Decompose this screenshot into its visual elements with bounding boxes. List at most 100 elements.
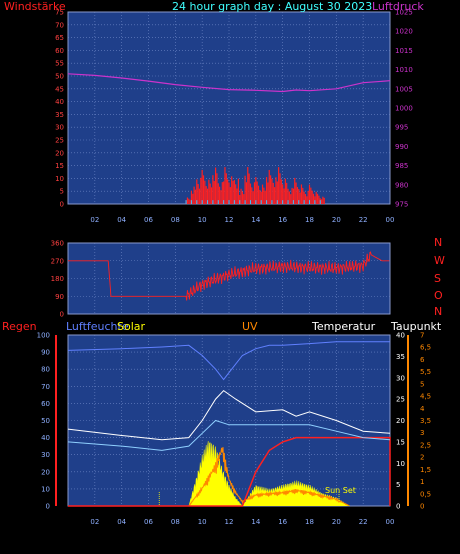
wind-tick-40: 40 [55, 98, 64, 106]
temp-tick-5: 5 [396, 481, 400, 489]
weather-xtick-12: 12 [225, 518, 234, 526]
uv-tick-1: 0,5 [420, 490, 431, 498]
compass-w: W [434, 254, 445, 267]
humidity-tick-60: 60 [41, 400, 50, 408]
humidity-tick-50: 50 [41, 417, 50, 425]
uv-tick-10: 5 [420, 380, 424, 388]
humidity-tick-100: 100 [37, 332, 50, 340]
wind-xtick-02: 02 [90, 216, 99, 224]
uv-line [188, 447, 350, 507]
wind-tick-45: 45 [55, 85, 64, 93]
uv-tick-5: 2,5 [420, 441, 431, 449]
wind-tick-75: 75 [55, 9, 64, 17]
solar-label: Solar [117, 320, 146, 333]
pressure-tick-995: 995 [395, 124, 408, 132]
wind-tick-55: 55 [55, 60, 64, 68]
pressure-tick-980: 980 [395, 181, 408, 189]
wind-tick-65: 65 [55, 34, 64, 42]
wind-tick-70: 70 [55, 21, 64, 29]
compass-s: S [434, 272, 441, 285]
humidity-tick-30: 30 [41, 451, 50, 459]
temp-tick-35: 35 [396, 353, 405, 361]
weather-xtick-02: 02 [90, 518, 99, 526]
wind-tick-0: 0 [60, 201, 64, 209]
wind-xtick-10: 10 [198, 216, 207, 224]
uv-label: UV [242, 320, 258, 333]
pressure-tick-990: 990 [395, 143, 408, 151]
temp-tick-20: 20 [396, 417, 405, 425]
weather-xtick-18: 18 [305, 518, 314, 526]
chart-title: 24 hour graph day : August 30 2023 [172, 0, 373, 13]
uv-tick-4: 2 [420, 454, 424, 462]
weather-xtick-20: 20 [332, 518, 341, 526]
temp-tick-15: 15 [396, 438, 405, 446]
luftdruck-label: Luftdruck [372, 0, 424, 13]
humidity-tick-40: 40 [41, 434, 50, 442]
wind-tick-20: 20 [55, 149, 64, 157]
uv-tick-9: 4,5 [420, 393, 431, 401]
weather-xtick-22: 22 [359, 518, 368, 526]
weather-xtick-08: 08 [171, 518, 180, 526]
wind-xtick-08: 08 [171, 216, 180, 224]
wind-xtick-12: 12 [225, 216, 234, 224]
wind-xtick-06: 06 [144, 216, 153, 224]
pressure-tick-1020: 1020 [395, 28, 413, 36]
sunset-label: Sun Set [325, 486, 356, 495]
pressure-line [67, 73, 391, 93]
uv-tick-14: 7 [420, 332, 424, 340]
temp-tick-10: 10 [396, 460, 405, 468]
wind-tick-50: 50 [55, 73, 64, 81]
dir-tick-0: 0 [60, 311, 64, 319]
pressure-tick-1025: 1025 [395, 9, 413, 17]
wind-xtick-22: 22 [359, 216, 368, 224]
windstaerke-label: Windstärke [4, 0, 66, 13]
dir-tick-360: 360 [51, 240, 64, 248]
uv-tick-2: 1 [420, 478, 424, 486]
pressure-tick-1000: 1000 [395, 105, 413, 113]
weather-xtick-14: 14 [251, 518, 260, 526]
wind-tick-25: 25 [55, 137, 64, 145]
wind-tick-30: 30 [55, 124, 64, 132]
pressure-tick-1005: 1005 [395, 85, 413, 93]
temp-tick-30: 30 [396, 374, 405, 382]
regen-label: Regen [2, 320, 37, 333]
uv-tick-6: 3 [420, 429, 424, 437]
compass-n-bottom: N [434, 305, 443, 318]
rain-line [68, 436, 391, 507]
pressure-tick-975: 975 [395, 201, 408, 209]
compass-n-top: N [434, 236, 443, 249]
temp-tick-0: 0 [396, 503, 400, 511]
weather-xtick-04: 04 [117, 518, 126, 526]
wind-tick-5: 5 [60, 188, 64, 196]
dewpoint-line [67, 419, 391, 451]
uv-tick-11: 5,5 [420, 368, 431, 376]
pressure-tick-1015: 1015 [395, 47, 413, 55]
wind-tick-35: 35 [55, 111, 64, 119]
humidity-line [67, 341, 390, 381]
uv-tick-7: 3,5 [420, 417, 431, 425]
luftfeuchte-label: Luftfeuchte [66, 320, 129, 333]
dir-tick-90: 90 [55, 293, 64, 301]
compass-o: O [434, 289, 443, 302]
weather-xtick-16: 16 [278, 518, 287, 526]
weather-xtick-00: 00 [386, 518, 395, 526]
uv-tick-3: 1,5 [420, 466, 431, 474]
temp-tick-25: 25 [396, 396, 405, 404]
wind-xtick-16: 16 [278, 216, 287, 224]
wind-tick-10: 10 [55, 175, 64, 183]
wind-xtick-00: 00 [386, 216, 395, 224]
humidity-tick-10: 10 [41, 485, 50, 493]
temperature-line [67, 389, 391, 441]
weather-xtick-06: 06 [144, 518, 153, 526]
direction-line [68, 251, 390, 301]
humidity-tick-0: 0 [46, 503, 50, 511]
wind-xtick-14: 14 [251, 216, 260, 224]
taupunkt-label: Taupunkt [391, 320, 442, 333]
uv-tick-8: 4 [420, 405, 425, 413]
humidity-tick-20: 20 [41, 468, 50, 476]
uv-tick-0: 0 [420, 503, 424, 511]
temperatur-label: Temperatur [312, 320, 376, 333]
uv-tick-13: 6,5 [420, 344, 431, 352]
wind-xtick-04: 04 [117, 216, 126, 224]
